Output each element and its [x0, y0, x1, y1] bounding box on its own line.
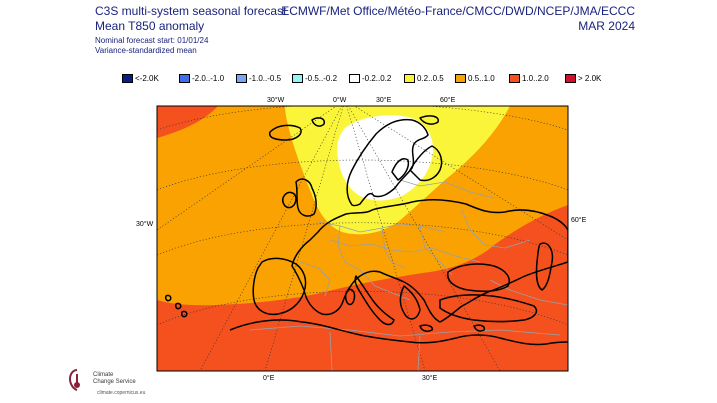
header-left: C3S multi-system seasonal forecast Mean … [95, 4, 286, 56]
legend-swatch [236, 74, 247, 83]
country-borders [249, 179, 568, 371]
meridian-line [346, 106, 426, 371]
legend-swatch [179, 74, 190, 83]
coast-anatolia [439, 294, 538, 323]
legend: <-2.0K -2.0..-1.0 -1.0..-0.5 -0.5..-0.2 … [122, 74, 622, 88]
chart-title: C3S multi-system seasonal forecast [95, 4, 287, 18]
border-line [337, 225, 361, 271]
border-line [329, 239, 481, 263]
label-top-30e: 30°E [376, 96, 392, 104]
legend-label: -0.2..0.2 [362, 74, 392, 83]
logo-text: Climate Change Service [93, 372, 136, 386]
coast-iceland [268, 124, 302, 141]
label-left-30w: 30°W [136, 220, 154, 228]
legend-label: 0.5..1.0 [468, 74, 495, 83]
legend-swatch [349, 74, 360, 83]
label-bottom-0e: 0°E [263, 374, 275, 382]
parallel-line [157, 222, 568, 256]
legend-swatch [292, 74, 303, 83]
anomaly-field [157, 106, 568, 371]
label-top-60e: 60°E [440, 96, 456, 104]
coast-crete [419, 324, 434, 332]
legend-item: -1.0..-0.5 [236, 74, 281, 83]
coast-caspian [535, 242, 554, 291]
legend-label: -0.5..-0.2 [305, 74, 338, 83]
thermometer-logo-icon [68, 369, 80, 391]
legend-swatch [509, 74, 520, 83]
label-top-0w: 0°W [333, 96, 347, 104]
border-line [461, 209, 531, 249]
valid-month: MAR 2024 [578, 19, 635, 33]
logo-line2: Change Service [93, 379, 136, 385]
coast-continent [291, 199, 568, 323]
coast-cyprus [473, 324, 486, 332]
c3s-logo: Climate Change Service [67, 368, 136, 392]
map-frame [156, 105, 569, 372]
meridian-line [353, 106, 568, 241]
border-line [249, 325, 561, 337]
coastlines [165, 115, 568, 346]
parallel-line [157, 291, 568, 326]
systems-list: ECMWF/Met Office/Météo-France/CMCC/DWD/N… [281, 4, 635, 18]
coast-scandinavia [346, 118, 429, 207]
legend-item: 0.2..0.5 [404, 74, 444, 83]
border-line [399, 179, 496, 199]
logo-url: climate.copernicus.eu [97, 390, 146, 396]
coast-greece [399, 285, 421, 320]
border-line [299, 261, 331, 297]
legend-swatch [404, 74, 415, 83]
meridian-line [199, 106, 343, 371]
legend-item: -0.5..-0.2 [292, 74, 337, 83]
coast-novaya [419, 115, 439, 125]
legend-swatch [122, 74, 133, 83]
coast-great-britain [295, 178, 317, 217]
coast-north-africa [229, 319, 568, 346]
border-line [329, 331, 333, 371]
legend-item: -2.0..-1.0 [179, 74, 224, 83]
anomaly-band-white [337, 115, 434, 201]
coast-iberia [252, 257, 307, 316]
chart-subtitle: Mean T850 anomaly [95, 19, 205, 33]
method-note: Variance-standardized mean [95, 46, 197, 55]
label-right-60e: 60°E [571, 216, 587, 224]
forecast-start: Nominal forecast start: 01/01/24 [95, 36, 209, 45]
legend-item: 1.0..2.0 [509, 74, 549, 83]
legend-swatch [455, 74, 466, 83]
border-line [359, 269, 411, 301]
coast-azores [181, 310, 188, 318]
legend-swatch [565, 74, 576, 83]
legend-label: 0.2..0.5 [417, 74, 444, 83]
parallel-line [157, 106, 568, 131]
meridian-line [264, 106, 344, 371]
header-right: ECMWF/Met Office/Météo-France/CMCC/DWD/N… [281, 4, 635, 34]
coast-bothnia [391, 158, 410, 181]
coast-ireland [281, 191, 297, 209]
logo-line1: Climate [93, 372, 114, 378]
label-top-30w: 30°W [267, 96, 285, 104]
coast-finland [409, 145, 443, 182]
legend-item: <-2.0K [122, 74, 159, 83]
legend-item: -0.2..0.2 [349, 74, 391, 83]
coast-black-sea [447, 263, 510, 292]
coast-azores [165, 294, 172, 302]
border-line [489, 279, 568, 306]
legend-label: > 2.0K [578, 74, 602, 83]
legend-item: 0.5..1.0 [455, 74, 495, 83]
border-line [417, 335, 421, 371]
label-bottom-30e: 30°E [422, 374, 438, 382]
coast-sardinia [344, 288, 356, 306]
legend-label: 1.0..2.0 [522, 74, 549, 83]
legend-item: > 2.0K [565, 74, 601, 83]
legend-label: <-2.0K [135, 74, 159, 83]
legend-label: -1.0..-0.5 [249, 74, 282, 83]
coast-azores [175, 302, 182, 310]
legend-label: -2.0..-1.0 [192, 74, 225, 83]
coast-italy [354, 275, 395, 326]
anomaly-band-red-nw [157, 106, 218, 138]
border-line [419, 225, 453, 276]
coast-svalbard [311, 117, 326, 127]
parallel-line [157, 159, 568, 191]
border-line [381, 227, 406, 269]
